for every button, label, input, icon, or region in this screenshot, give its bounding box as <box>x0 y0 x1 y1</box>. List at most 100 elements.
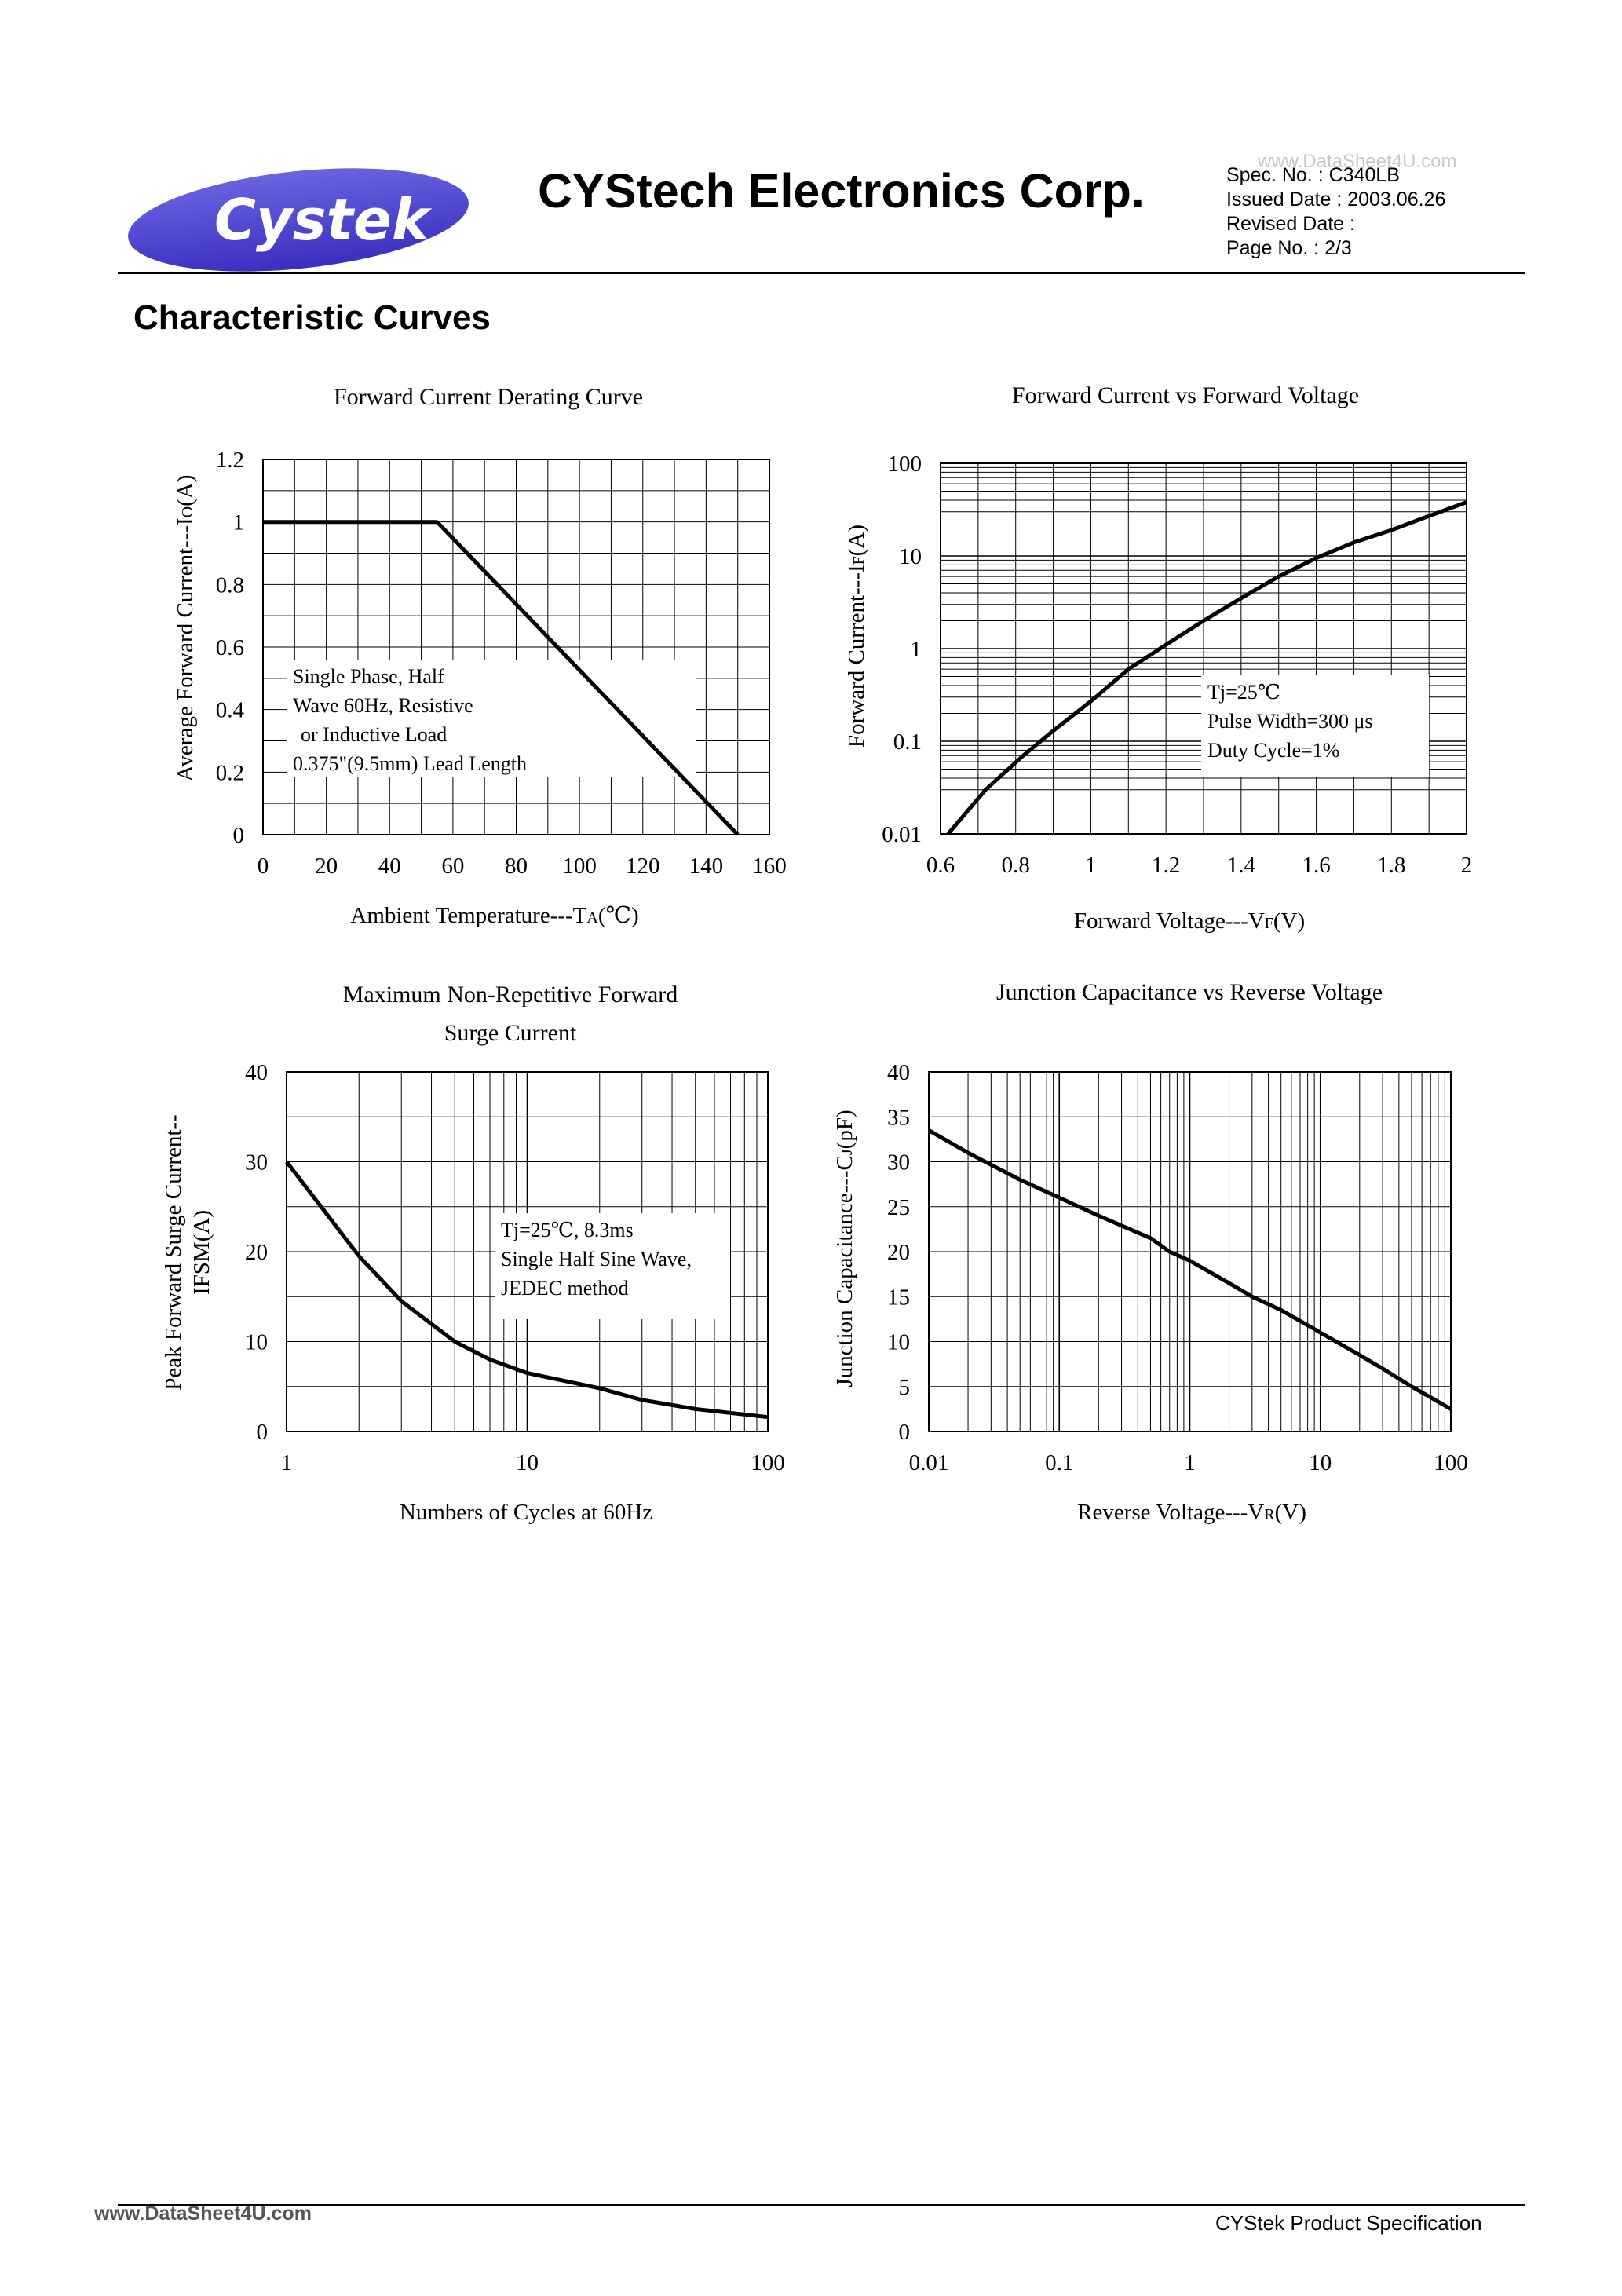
plot-frame <box>940 462 1467 835</box>
chart-title: Surge Current <box>444 1020 577 1046</box>
annotation-line: Tj=25℃ <box>1207 681 1280 704</box>
y-axis-label-main: Forward Current---I <box>844 565 869 748</box>
y-tick-label: 0 <box>233 823 245 848</box>
series-line <box>285 1160 769 1420</box>
annotation-box <box>495 1213 730 1319</box>
x-tick-label: 10 <box>1309 1450 1332 1475</box>
plot-frame <box>928 1071 1452 1432</box>
y-axis-label-unit: (A) <box>844 525 869 556</box>
series-line <box>927 1128 1452 1411</box>
y-axis-label: Peak Forward Surge Current-- <box>161 1114 186 1390</box>
grid <box>940 463 1467 835</box>
x-tick-label: 160 <box>752 854 787 879</box>
y-tick-label: 0 <box>899 1420 911 1445</box>
y-axis-label: IFSM(A) <box>189 1210 214 1295</box>
y-axis-label-main: Junction Capacitance---C <box>832 1155 857 1387</box>
header-rule <box>118 272 1525 274</box>
section-title: Characteristic Curves <box>133 298 491 337</box>
y-axis-label-sub: F <box>850 556 868 565</box>
x-tick-label: 0.6 <box>926 853 955 878</box>
x-tick-label: 140 <box>689 854 724 879</box>
chart-surge-current: Tj=25℃, 8.3ms Single Half Sine Wave, JEDEC… <box>161 982 785 1525</box>
annotation-line: Single Phase, Half <box>293 665 444 688</box>
x-axis-label: Numbers of Cycles at 60Hz <box>400 1500 652 1525</box>
y-tick-label: 0.1 <box>893 729 922 755</box>
x-tick-label: 1.2 <box>1152 853 1180 878</box>
y-tick-label: 10 <box>899 544 922 569</box>
y-tick-label: 100 <box>888 452 922 477</box>
y-tick-label: 20 <box>887 1240 910 1265</box>
chart-title: Forward Current Derating Curve <box>334 384 643 410</box>
series-line <box>946 500 1467 835</box>
revised-date: Revised Date : <box>1226 213 1355 235</box>
x-tick-label: 1 <box>1184 1450 1196 1475</box>
x-tick-label: 100 <box>1434 1450 1468 1475</box>
y-tick-label: 30 <box>245 1150 268 1175</box>
logo-ellipse <box>128 168 469 272</box>
annotation-line: or Inductive Load <box>301 723 447 746</box>
logo-text: Cystek <box>214 187 433 253</box>
annotation-line: Duty Cycle=1% <box>1207 739 1339 762</box>
x-tick-label: 80 <box>505 854 528 879</box>
y-tick-label: 0.4 <box>216 698 245 723</box>
y-tick-label: 15 <box>887 1285 910 1310</box>
y-axis-label-sub: J <box>838 1149 856 1155</box>
y-tick-label: 1 <box>233 510 245 536</box>
x-tick-label: 1 <box>1085 853 1097 878</box>
issued-date: Issued Date : 2003.06.26 <box>1226 188 1446 210</box>
y-axis-label: Forward Current---IF(A) <box>844 525 869 748</box>
x-axis-label-unit: (V) <box>1275 1500 1306 1525</box>
y-tick-label: 0 <box>257 1420 269 1445</box>
y-tick-label: 0.6 <box>216 635 244 660</box>
x-axis-label: Forward Voltage---VF(V) <box>1074 909 1305 934</box>
footer-product-spec: CYStek Product Specification <box>1215 2211 1482 2235</box>
y-tick-label: 1.2 <box>216 448 244 473</box>
plot-frame <box>262 459 770 835</box>
y-tick-label: 40 <box>245 1060 268 1085</box>
y-tick-label: 20 <box>245 1240 268 1265</box>
cystek-logo: Cystek <box>128 168 469 272</box>
annotation-line: JEDEC method <box>501 1277 629 1300</box>
chart-title: Forward Current vs Forward Voltage <box>1012 382 1359 408</box>
x-axis-label: Reverse Voltage---VR(V) <box>1077 1500 1306 1525</box>
y-tick-label: 30 <box>887 1150 910 1175</box>
chart-forward-current-vs-voltage: Tj=25℃ Pulse Width=300 μs Duty Cycle=1% 0.6… <box>844 382 1473 934</box>
y-axis-label-unit: (A) <box>173 475 198 506</box>
annotation-box <box>1201 675 1429 777</box>
x-axis-label-unit: (V) <box>1273 909 1305 934</box>
x-tick-label: 0 <box>258 854 269 879</box>
annotation-line: Tj=25℃, 8.3ms <box>501 1219 634 1241</box>
annotation-line: 0.375"(9.5mm) Lead Length <box>293 752 527 775</box>
x-axis-label-main: Reverse Voltage---V <box>1077 1500 1264 1525</box>
chart-junction-capacitance: 0.01 0.1 1 10 100 0 5 10 15 20 25 30 35 40 Junction Ca… <box>832 979 1468 1525</box>
chart-title: Maximum Non-Repetitive Forward <box>343 982 678 1007</box>
x-tick-label: 100 <box>562 854 597 879</box>
y-tick-label: 10 <box>887 1330 910 1355</box>
x-tick-label: 1.8 <box>1377 853 1405 878</box>
x-axis-label-unit: (℃) <box>598 903 639 928</box>
chart-forward-current-derating: Single Phase, Half Wave 60Hz, Resistive or… <box>173 384 787 928</box>
y-axis-label: Junction Capacitance---CJ(pF) <box>832 1110 857 1387</box>
x-tick-label: 40 <box>378 854 401 879</box>
footer-watermark: www.DataSheet4U.com <box>94 2203 312 2225</box>
y-axis-label-main: Average Forward Current---I <box>173 517 198 781</box>
x-tick-label: 2 <box>1461 853 1473 878</box>
x-axis-label-sub: F <box>1265 915 1273 932</box>
x-tick-label: 120 <box>626 854 660 879</box>
annotation-line: Wave 60Hz, Resistive <box>293 694 473 717</box>
spec-no: Spec. No. : C340LB <box>1226 164 1400 186</box>
grid <box>262 459 770 835</box>
y-tick-label: 1 <box>911 637 922 662</box>
x-tick-label: 1 <box>281 1450 293 1475</box>
grid <box>928 1071 1451 1432</box>
y-axis-label-sub: O <box>179 506 196 517</box>
y-tick-label: 40 <box>887 1060 910 1085</box>
y-tick-label: 0.8 <box>216 572 244 598</box>
y-tick-label: 5 <box>899 1375 911 1400</box>
x-tick-label: 1.6 <box>1302 853 1330 878</box>
x-axis-label-main: Forward Voltage---V <box>1074 909 1265 934</box>
x-tick-label: 1.4 <box>1227 853 1256 878</box>
y-tick-label: 10 <box>245 1330 268 1355</box>
y-tick-label: 25 <box>887 1195 910 1220</box>
